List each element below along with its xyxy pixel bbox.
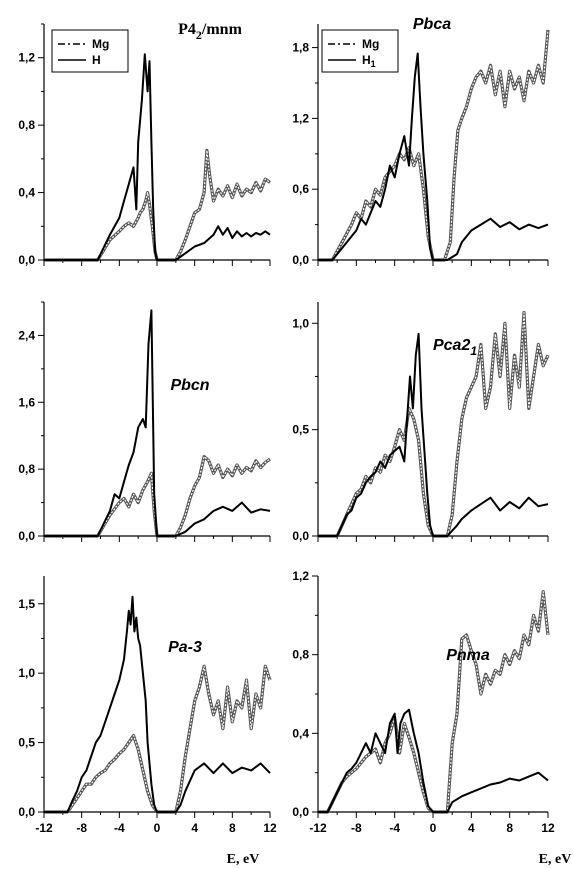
y-tick-label: 0,8: [18, 118, 35, 132]
y-tick-label: 0,0: [18, 529, 35, 543]
y-tick-label: 0,8: [18, 462, 35, 476]
y-tick-label: 2,4: [18, 328, 35, 342]
y-tick-label: 0,0: [292, 529, 309, 543]
y-tick-label: 1,2: [292, 111, 309, 125]
y-tick-label: 0,4: [18, 186, 35, 200]
panel-title: Pa-3: [168, 639, 202, 656]
series-mg-line-inner: [44, 149, 271, 261]
y-tick-label: 0,5: [18, 736, 35, 750]
panel-title: Pbca: [413, 16, 451, 33]
series-mg-line-inner: [44, 456, 271, 537]
series-mg-line: [318, 29, 550, 262]
y-tick-label: 0,0: [18, 805, 35, 819]
y-tick-label: 1,6: [18, 395, 35, 409]
x-tick-label: 8: [506, 821, 513, 835]
panel-title: P42/mnm: [178, 21, 242, 42]
x-tick-label: -8: [76, 821, 87, 835]
panel-2: 0,0 0,6 1,2 1,8 Pbca Mg H1: [292, 16, 550, 267]
x-axis-label-right: E, eV: [539, 852, 572, 867]
y-tick-label: 0,5: [292, 423, 309, 437]
x-axis-label-left: E, eV: [227, 852, 260, 867]
series-h-line: [44, 53, 271, 261]
x-tick-label: 12: [263, 821, 277, 835]
legend-label: Mg: [92, 37, 109, 51]
x-tick-label: 0: [154, 821, 161, 835]
x-tick-label: 4: [191, 821, 198, 835]
y-tick-label: 0,4: [292, 726, 309, 740]
x-tick-label: -8: [351, 821, 362, 835]
series-mg-line: [44, 148, 271, 262]
legend-box: [51, 29, 129, 73]
y-tick-label: 1,8: [292, 41, 309, 55]
series-h-line: [44, 309, 271, 537]
x-tick-label: -12: [35, 821, 53, 835]
series-h-line: [318, 332, 549, 537]
x-tick-label: 8: [229, 821, 236, 835]
y-tick-label: 0,8: [292, 648, 309, 662]
x-tick-label: -4: [114, 821, 125, 835]
panel-6: -12 -8 -4 0 4 8 12 0,0 0,4 0,8 1,2 Pnma: [292, 569, 555, 835]
x-tick-label: 12: [541, 821, 555, 835]
panel-5: -12 -8 -4 0 4 8 12 0,0 0,5 1,0 1,5 Pa-3: [18, 576, 277, 835]
series-mg-line-inner: [318, 312, 549, 537]
series-h-line: [318, 708, 549, 813]
legend-label: Mg: [362, 37, 379, 51]
y-tick-label: 0,0: [292, 253, 309, 267]
x-tick-label: 4: [468, 821, 475, 835]
y-tick-label: 1,0: [292, 316, 309, 330]
panels: 0,0 0,4 0,8 1,2 P42/mnm Mg H 0,0 0,6 1,2 1,8 Pbca Mg…: [18, 16, 555, 835]
axis-frame: [317, 576, 548, 813]
panel-1: 0,0 0,4 0,8 1,2 P42/mnm Mg H: [18, 21, 271, 267]
x-tick-label: -4: [389, 821, 400, 835]
y-tick-label: 1,0: [18, 666, 35, 680]
x-tick-label: 0: [430, 821, 437, 835]
y-tick-label: 1,5: [18, 597, 35, 611]
legend-label: H: [92, 53, 101, 67]
axis-frame: [43, 302, 270, 537]
series-h-line: [44, 595, 271, 813]
y-tick-label: 0,6: [292, 182, 309, 196]
panel-title: Pnma: [446, 647, 490, 664]
x-tick-label: -12: [309, 821, 327, 835]
series-h-line: [318, 52, 549, 261]
y-tick-label: 0,0: [292, 805, 309, 819]
panel-title: Pca21: [433, 337, 477, 358]
panel-3: 0,0 0,8 1,6 2,4 Pbcn: [18, 301, 271, 543]
panel-title: Pbcn: [170, 377, 209, 394]
series-mg-line-inner: [44, 665, 271, 813]
legend-label: H1: [362, 53, 376, 69]
panel-4: 0,0 0,5 1,0 Pca21: [292, 302, 550, 543]
axis-frame: [43, 576, 270, 813]
legend-box: [321, 29, 399, 73]
y-tick-label: 0,0: [18, 253, 35, 267]
y-tick-label: 1,2: [18, 51, 35, 65]
y-tick-label: 1,2: [292, 569, 309, 583]
